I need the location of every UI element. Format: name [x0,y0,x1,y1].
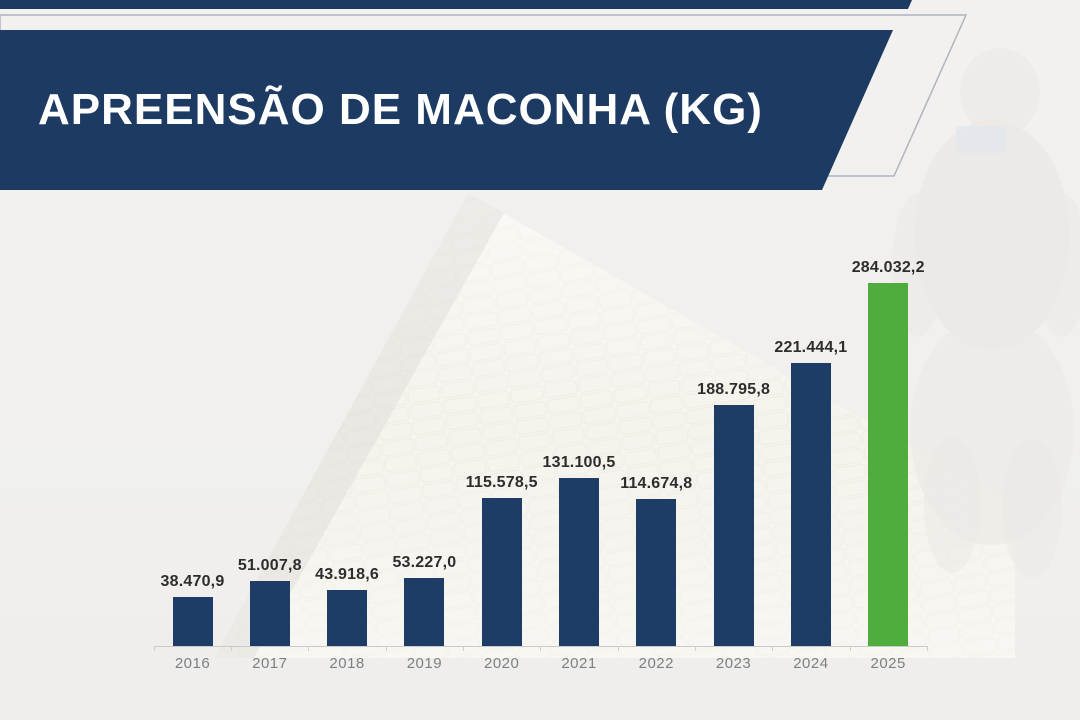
x-axis-tick [849,646,851,651]
bar-value-label: 221.444,1 [774,339,848,356]
bar-highlighted [868,283,909,646]
x-axis-tick [463,646,465,651]
bar-value-label: 38.470,9 [160,573,225,590]
bar [636,499,677,646]
bar-value-label: 188.795,8 [697,381,771,398]
bar [404,578,445,646]
title-banner: APREENSÃO DE MACONHA (KG) [0,30,893,190]
officer-chest-badge [956,126,1006,153]
bar [172,597,213,646]
bar-value-label: 131.100,5 [542,454,616,471]
banner-outline-shape [0,14,968,177]
x-axis-tick [540,646,542,651]
bar-value-label: 43.918,6 [315,566,380,583]
bar-value-label: 51.007,8 [237,557,302,574]
x-axis-label: 2017 [252,655,288,672]
x-axis-tick [231,646,233,651]
bar [327,590,368,646]
pile-shadow-edge [214,193,504,658]
x-axis-label: 2022 [638,655,674,672]
x-axis-tick [153,646,155,651]
bar [249,581,290,646]
top-accent-strip [0,0,912,9]
x-axis-tick [308,646,310,651]
x-axis-label: 2016 [174,655,211,672]
bar [481,498,522,646]
x-axis-label: 2021 [561,655,597,672]
x-axis-tick [926,646,928,651]
bar-value-label: 53.227,0 [392,554,457,571]
bar [713,405,754,646]
bar-value-label: 115.578,5 [465,474,538,491]
bar [790,363,831,646]
bar-value-label: 114.674,8 [620,475,693,492]
forensic-officer-silhouette [892,48,1080,578]
bar [559,478,599,646]
bar-value-label: 284.032,2 [851,259,925,276]
page-title: APREENSÃO DE MACONHA (KG) [38,85,763,134]
x-axis-tick [772,646,774,651]
x-axis-label: 2023 [715,655,752,672]
x-axis-label: 2018 [329,655,365,672]
x-axis-tick [694,646,696,651]
x-axis-tick [385,646,387,651]
x-axis-label: 2020 [484,655,520,672]
x-axis-label: 2025 [870,655,906,672]
x-axis-label: 2024 [793,655,829,672]
x-axis-tick [617,646,619,651]
x-axis-label: 2019 [406,655,443,672]
